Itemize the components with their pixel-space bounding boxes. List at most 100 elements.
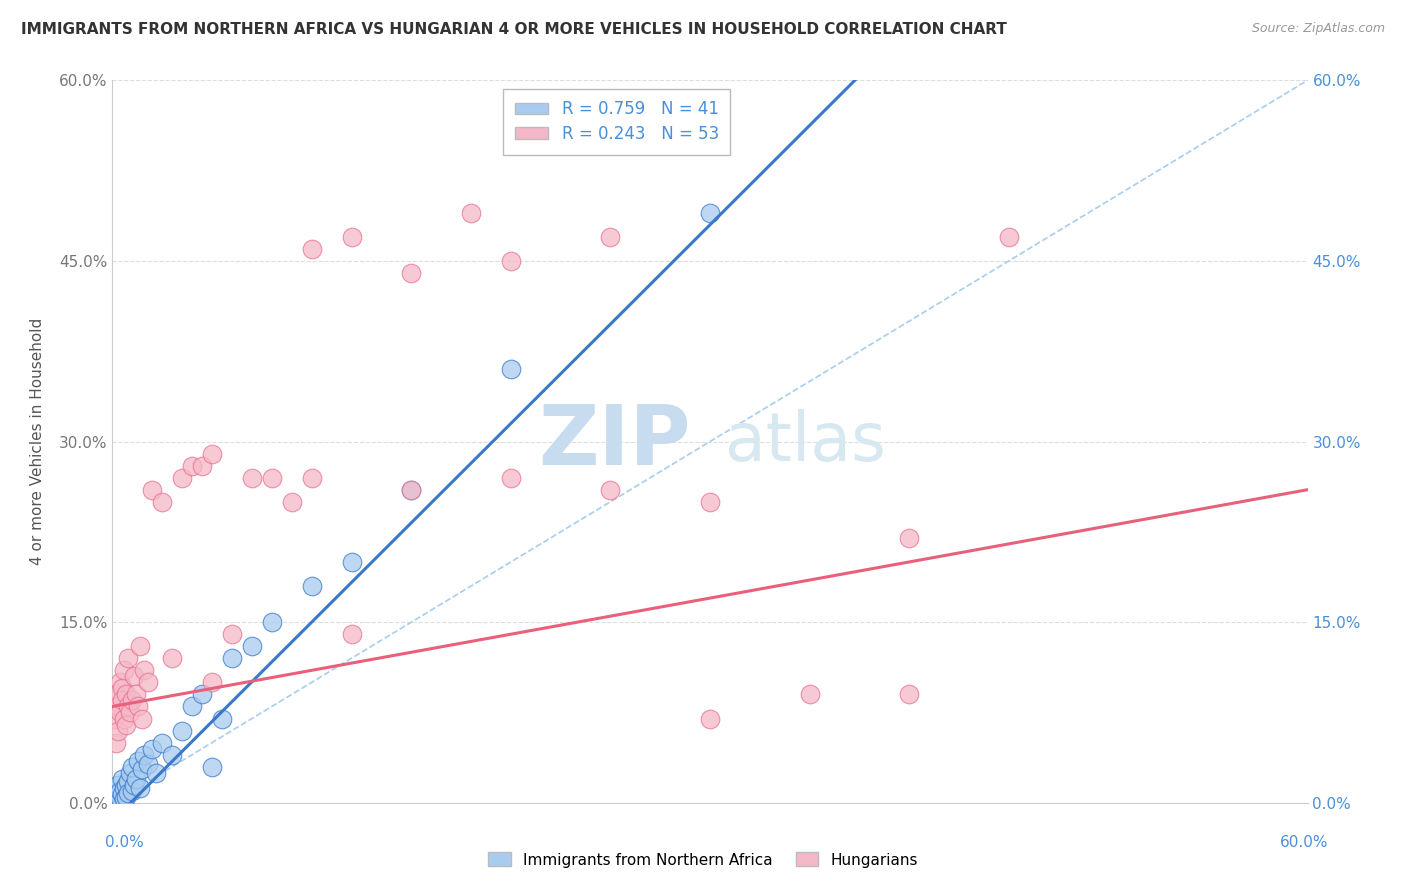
Y-axis label: 4 or more Vehicles in Household: 4 or more Vehicles in Household (31, 318, 45, 566)
Text: 0.0%: 0.0% (105, 836, 145, 850)
Point (111, 788, 134, 802)
Point (898, 531, 921, 545)
Point (898, 687, 921, 701)
Point (699, 205, 721, 219)
Point (114, 664, 135, 678)
Point (107, 699, 129, 714)
Point (114, 781, 135, 796)
Point (111, 693, 134, 707)
Point (699, 712, 721, 726)
Point (211, 712, 233, 726)
Point (107, 778, 129, 792)
Point (121, 693, 143, 707)
Point (121, 760, 143, 774)
Point (115, 789, 138, 804)
Point (110, 706, 132, 720)
Point (162, 651, 183, 665)
Point (110, 791, 132, 805)
Point (110, 675, 132, 690)
Point (260, 615, 283, 630)
Point (240, 639, 263, 653)
Point (340, 555, 363, 569)
Text: Source: ZipAtlas.com: Source: ZipAtlas.com (1251, 22, 1385, 36)
Point (124, 669, 146, 683)
Point (115, 778, 138, 792)
Point (117, 774, 139, 789)
Point (340, 230, 363, 244)
Legend: Immigrants from Northern Africa, Hungarians: Immigrants from Northern Africa, Hungari… (482, 847, 924, 873)
Point (141, 483, 163, 497)
Point (141, 741, 163, 756)
Point (125, 772, 148, 786)
Point (301, 579, 323, 593)
Point (129, 781, 152, 796)
Point (103, 712, 125, 726)
Point (301, 242, 323, 256)
Point (103, 792, 125, 806)
Point (191, 687, 214, 701)
Point (117, 786, 139, 800)
Point (499, 471, 522, 485)
Text: atlas: atlas (725, 409, 886, 475)
Point (221, 627, 243, 641)
Point (111, 772, 134, 786)
Point (107, 786, 129, 800)
Point (172, 471, 194, 485)
Point (799, 687, 821, 701)
Point (191, 458, 214, 473)
Point (114, 792, 135, 806)
Point (340, 627, 363, 641)
Point (120, 706, 142, 720)
Point (105, 789, 128, 804)
Point (131, 762, 153, 776)
Point (127, 699, 149, 714)
Point (117, 651, 139, 665)
Legend: R = 0.759   N = 41, R = 0.243   N = 53: R = 0.759 N = 41, R = 0.243 N = 53 (503, 88, 731, 154)
Point (120, 765, 142, 780)
Point (401, 266, 423, 280)
Point (138, 675, 160, 690)
Point (110, 784, 132, 798)
Point (998, 230, 1021, 244)
Point (181, 458, 204, 473)
Point (499, 362, 522, 376)
Point (134, 747, 156, 762)
Point (117, 699, 139, 714)
Point (124, 778, 146, 792)
Point (201, 760, 224, 774)
Point (107, 723, 129, 738)
Point (115, 687, 138, 701)
Point (172, 723, 194, 738)
Point (145, 765, 167, 780)
Point (599, 230, 621, 244)
Point (401, 483, 423, 497)
Point (115, 717, 138, 731)
Point (121, 784, 143, 798)
Point (499, 253, 522, 268)
Point (114, 712, 135, 726)
Point (162, 747, 183, 762)
Text: 60.0%: 60.0% (1281, 836, 1329, 850)
Point (150, 735, 173, 749)
Point (201, 675, 224, 690)
Point (221, 651, 243, 665)
Point (111, 681, 134, 696)
Point (127, 754, 149, 768)
Point (260, 471, 283, 485)
Point (131, 712, 153, 726)
Point (105, 687, 128, 701)
Point (240, 471, 263, 485)
Point (281, 494, 304, 508)
Point (181, 699, 204, 714)
Point (125, 687, 148, 701)
Point (301, 471, 323, 485)
Text: IMMIGRANTS FROM NORTHERN AFRICA VS HUNGARIAN 4 OR MORE VEHICLES IN HOUSEHOLD COR: IMMIGRANTS FROM NORTHERN AFRICA VS HUNGA… (21, 22, 1007, 37)
Point (150, 494, 173, 508)
Point (134, 664, 156, 678)
Point (201, 446, 224, 460)
Point (138, 757, 160, 772)
Point (401, 483, 423, 497)
Point (599, 483, 621, 497)
Point (129, 639, 152, 653)
Text: ZIP: ZIP (538, 401, 690, 482)
